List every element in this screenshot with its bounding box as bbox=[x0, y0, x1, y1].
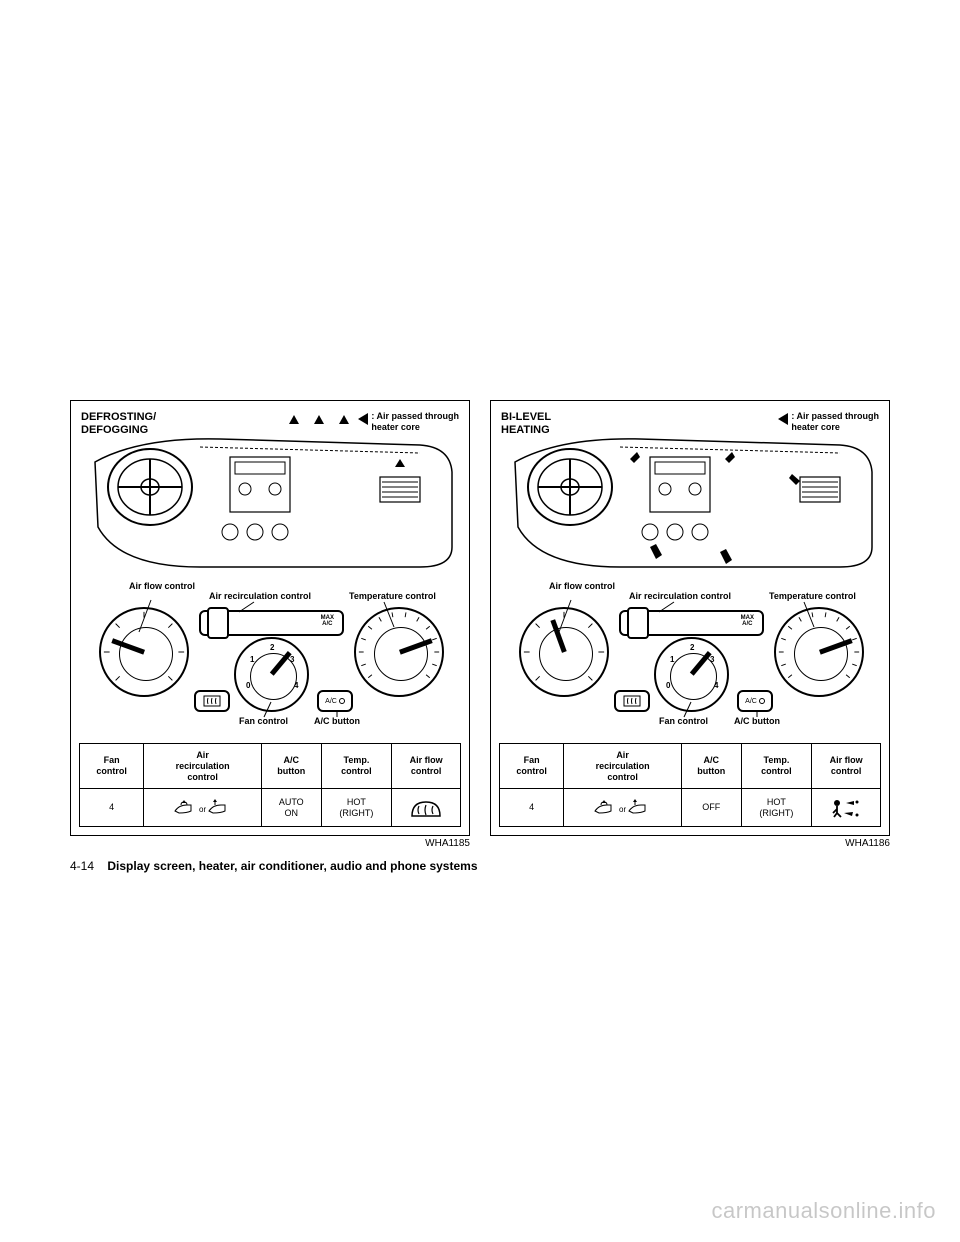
callout-lines bbox=[79, 582, 461, 737]
figures-row: DEFROSTING/ DEFOGGING : Air passed throu… bbox=[70, 400, 890, 849]
table-row: 4 or AUTO ON bbox=[80, 789, 461, 827]
table-row: 4 or OFF bbox=[500, 789, 881, 827]
th-recirc: Air recirculation control bbox=[144, 744, 262, 789]
svg-text:or: or bbox=[619, 805, 626, 814]
page-number: 4-14 bbox=[70, 859, 94, 873]
td-fan: 4 bbox=[500, 789, 564, 827]
td-ac: AUTO ON bbox=[261, 789, 321, 827]
dashboard-illustration bbox=[499, 417, 881, 582]
watermark: carmanualsonline.info bbox=[711, 1198, 936, 1224]
td-temp: HOT (RIGHT) bbox=[741, 789, 812, 827]
dashboard-svg bbox=[499, 417, 881, 582]
figure-box: DEFROSTING/ DEFOGGING : Air passed throu… bbox=[70, 400, 470, 836]
dashboard-illustration bbox=[79, 417, 461, 582]
table-header-row: Fan control Air recirculation control A/… bbox=[80, 744, 461, 789]
th-ac: A/C button bbox=[261, 744, 321, 789]
th-ac: A/C button bbox=[681, 744, 741, 789]
page-content: DEFROSTING/ DEFOGGING : Air passed throu… bbox=[70, 400, 890, 873]
page-footer: 4-14 Display screen, heater, air conditi… bbox=[70, 859, 890, 873]
svg-text:or: or bbox=[199, 805, 206, 814]
th-flow: Air flow control bbox=[392, 744, 461, 789]
settings-table: Fan control Air recirculation control A/… bbox=[499, 743, 881, 827]
bilevel-icon bbox=[830, 797, 862, 819]
recirc-or-icon: or bbox=[593, 799, 653, 817]
controls-illustration: Air flow control Air recirculation contr… bbox=[79, 582, 461, 737]
recirc-or-icon: or bbox=[173, 799, 233, 817]
defrost-arrow-icon bbox=[314, 415, 324, 424]
td-temp: HOT (RIGHT) bbox=[321, 789, 392, 827]
defrost-arrow-icon bbox=[339, 415, 349, 424]
dashboard-svg bbox=[79, 417, 461, 582]
controls-illustration: Air flow control Air recirculation contr… bbox=[499, 582, 881, 737]
figure-code: WHA1185 bbox=[70, 838, 470, 849]
figure-defrosting: DEFROSTING/ DEFOGGING : Air passed throu… bbox=[70, 400, 470, 849]
figure-box: BI-LEVEL HEATING : Air passed through he… bbox=[490, 400, 890, 836]
figure-bilevel: BI-LEVEL HEATING : Air passed through he… bbox=[490, 400, 890, 849]
callout-lines bbox=[499, 582, 881, 737]
settings-table: Fan control Air recirculation control A/… bbox=[79, 743, 461, 827]
th-temp: Temp. control bbox=[741, 744, 812, 789]
th-fan: Fan control bbox=[500, 744, 564, 789]
td-fan: 4 bbox=[80, 789, 144, 827]
defrost-icon bbox=[410, 798, 442, 818]
td-recirc: or bbox=[564, 789, 682, 827]
td-flow bbox=[812, 789, 881, 827]
table-header-row: Fan control Air recirculation control A/… bbox=[500, 744, 881, 789]
td-ac: OFF bbox=[681, 789, 741, 827]
th-flow: Air flow control bbox=[812, 744, 881, 789]
defrost-arrow-icon bbox=[289, 415, 299, 424]
td-flow bbox=[392, 789, 461, 827]
th-fan: Fan control bbox=[80, 744, 144, 789]
figure-code: WHA1186 bbox=[490, 838, 890, 849]
td-recirc: or bbox=[144, 789, 262, 827]
section-title: Display screen, heater, air conditioner,… bbox=[107, 859, 477, 873]
th-recirc: Air recirculation control bbox=[564, 744, 682, 789]
th-temp: Temp. control bbox=[321, 744, 392, 789]
